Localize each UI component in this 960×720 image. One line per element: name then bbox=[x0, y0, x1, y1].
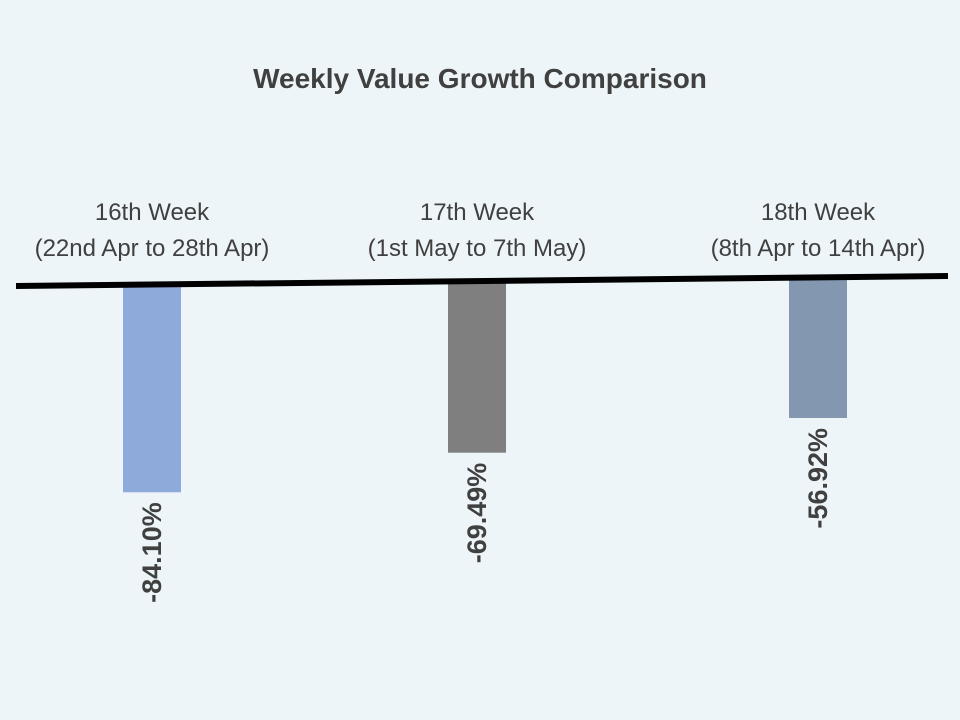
category-date-range: (8th Apr to 14th Apr) bbox=[711, 235, 926, 262]
data-label: -56.92% bbox=[803, 428, 833, 529]
labels-layer: 16th Week (22nd Apr to 28th Apr) -84.10% 17… bbox=[35, 199, 926, 603]
chart-title: Weekly Value Growth Comparison bbox=[253, 63, 707, 94]
data-label: -84.10% bbox=[137, 502, 167, 603]
data-label: -69.49% bbox=[462, 463, 492, 564]
category-week: 17th Week bbox=[420, 199, 535, 226]
category-label: 18th Week (8th Apr to 14th Apr) bbox=[711, 199, 926, 262]
bar bbox=[448, 281, 506, 453]
bar bbox=[123, 284, 181, 493]
category-date-range: (1st May to 7th May) bbox=[368, 235, 587, 262]
bar bbox=[789, 277, 847, 418]
category-week: 16th Week bbox=[95, 199, 210, 226]
category-date-range: (22nd Apr to 28th Apr) bbox=[35, 235, 270, 262]
category-label: 16th Week (22nd Apr to 28th Apr) bbox=[35, 199, 270, 262]
category-label: 17th Week (1st May to 7th May) bbox=[368, 199, 587, 262]
category-week: 18th Week bbox=[761, 199, 876, 226]
zero-axis-line bbox=[15, 273, 949, 289]
bars-layer bbox=[123, 277, 847, 493]
